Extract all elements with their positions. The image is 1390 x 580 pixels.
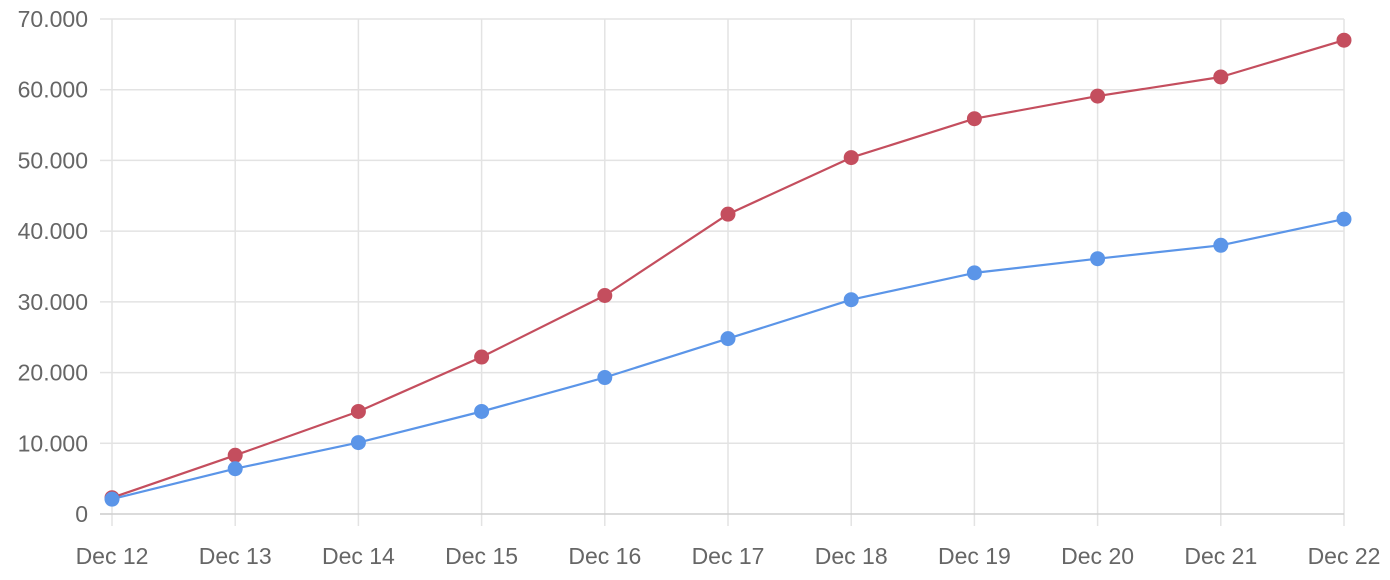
- x-tick-label: Dec 14: [322, 543, 395, 569]
- y-tick-label: 60.000: [18, 77, 88, 103]
- axes: [100, 18, 1344, 515]
- x-tick-label: Dec 16: [568, 543, 641, 569]
- data-point-series-2: [104, 491, 120, 507]
- data-point-series-1: [474, 349, 490, 365]
- data-point-series-2: [1090, 251, 1106, 267]
- y-tick-label: 50.000: [18, 147, 88, 173]
- data-point-series-1: [227, 447, 243, 463]
- data-point-series-1: [966, 111, 982, 127]
- x-tick-label: Dec 12: [76, 543, 149, 569]
- data-point-series-1: [1090, 88, 1106, 104]
- x-tick-label: Dec 19: [938, 543, 1011, 569]
- x-tick-label: Dec 22: [1308, 543, 1381, 569]
- x-tick-label: Dec 13: [199, 543, 272, 569]
- y-tick-label: 40.000: [18, 218, 88, 244]
- x-tick-label: Dec 20: [1061, 543, 1134, 569]
- data-point-series-1: [720, 206, 736, 222]
- x-tick-label: Dec 21: [1184, 543, 1257, 569]
- y-tick-label: 0: [75, 501, 88, 527]
- y-tick-label: 30.000: [18, 289, 88, 315]
- y-tick-label: 70.000: [18, 6, 88, 32]
- data-point-series-2: [1213, 237, 1229, 253]
- data-point-series-2: [1336, 211, 1352, 227]
- data-point-series-1: [350, 403, 366, 419]
- data-point-series-2: [720, 331, 736, 347]
- data-point-series-2: [843, 292, 859, 308]
- x-tick-label: Dec 15: [445, 543, 518, 569]
- data-point-series-1: [843, 150, 859, 166]
- y-tick-label: 20.000: [18, 360, 88, 386]
- data-point-series-1: [597, 287, 613, 303]
- data-point-series-2: [966, 265, 982, 281]
- data-point-series-2: [227, 461, 243, 477]
- data-point-series-1: [1213, 69, 1229, 85]
- x-tick-label: Dec 18: [815, 543, 888, 569]
- series-layer: [104, 32, 1352, 507]
- data-point-series-2: [474, 403, 490, 419]
- x-tick-label: Dec 17: [692, 543, 765, 569]
- tick-labels: 0 10.000 20.000 30.000 40.000 50.000 60.000 70.…: [18, 6, 1381, 569]
- data-point-series-1: [1336, 32, 1352, 48]
- data-point-series-2: [597, 370, 613, 386]
- y-tick-label: 10.000: [18, 430, 88, 456]
- data-point-series-2: [350, 435, 366, 451]
- grid: [111, 18, 1345, 526]
